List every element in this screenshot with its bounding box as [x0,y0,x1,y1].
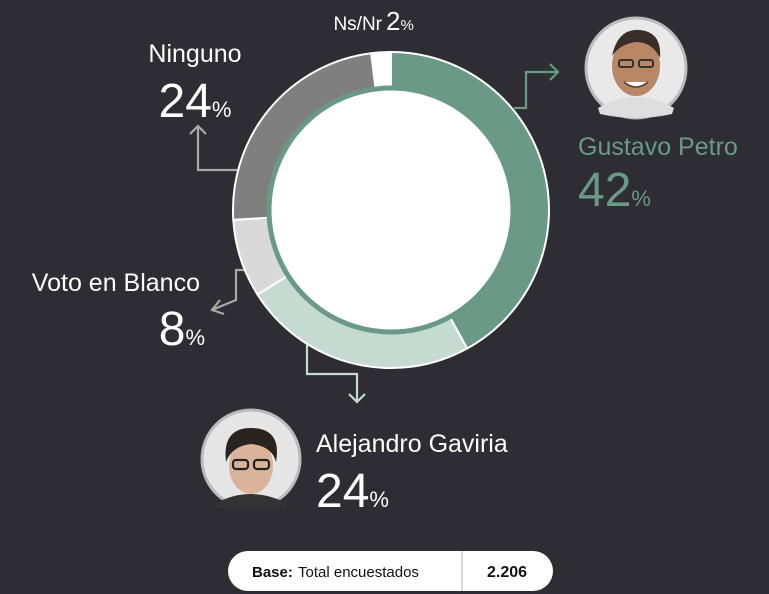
arrow [210,268,250,316]
slice-label: Gustavo Petro [578,133,738,161]
donut [232,50,550,369]
slice-label: Ns/Nr [333,14,382,35]
slice [370,50,392,91]
arrow [305,326,366,404]
value-label: 24% [316,465,389,518]
value-label: 42% [578,164,651,217]
value-label: 8% [159,303,205,356]
footer-value: 2.206 [487,564,527,581]
slice-label: Ninguno [148,40,241,68]
value-label: 2% [386,6,414,36]
arrow [189,124,238,172]
labels: Gustavo Petro 42% Alejandro Gaviria 24% Voto… [32,6,738,518]
slice-label: Voto en Blanco [32,269,200,297]
arrow [514,63,560,110]
inner-ring [266,85,516,335]
footer-text: Total encuestados [298,564,419,581]
footer-label: Base: [252,564,293,581]
photo-petro [584,16,688,120]
photo-gaviria [200,408,302,510]
slice-label: Alejandro Gaviria [316,430,508,458]
value-label: 24% [159,75,232,128]
footer-pill [228,551,553,591]
footer: Base: Total encuestados 2.206 [228,551,553,591]
